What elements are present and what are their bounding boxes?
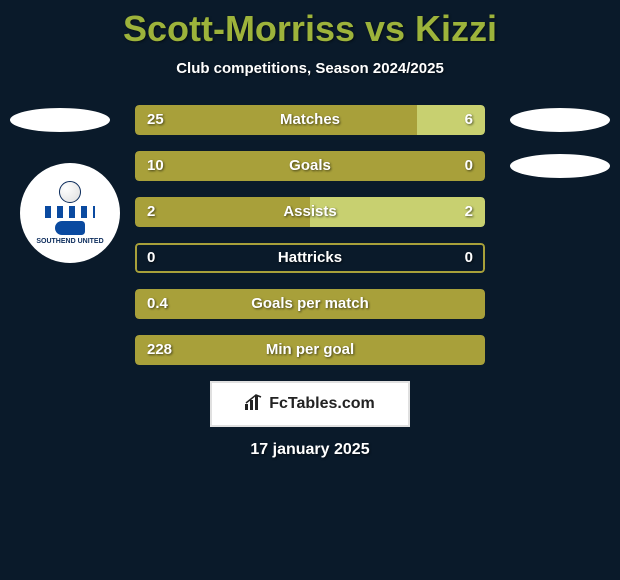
bar-track: 00Hattricks [135, 243, 485, 273]
player-left-badge [10, 108, 110, 132]
player-right-badge [510, 108, 610, 132]
stat-row: 256Matches [0, 105, 620, 135]
waves-icon [45, 206, 95, 218]
club-crest: SOUTHEND UNITED [20, 163, 120, 263]
comparison-chart: 256Matches 100Goals 22Assists 00Hattricks 0.… [0, 105, 620, 365]
stat-label: Matches [135, 105, 485, 135]
stat-label: Assists [135, 197, 485, 227]
stat-row: 0.4Goals per match [0, 289, 620, 319]
prawn-icon [55, 221, 85, 235]
stat-row: 228Min per goal [0, 335, 620, 365]
stat-label: Goals per match [135, 289, 485, 319]
bar-track: 228Min per goal [135, 335, 485, 365]
page-title: Scott-Morriss vs Kizzi [0, 0, 620, 50]
stat-label: Goals [135, 151, 485, 181]
date-label: 17 january 2025 [0, 441, 620, 459]
bar-chart-icon [245, 394, 263, 415]
crest-text: SOUTHEND UNITED [36, 238, 103, 245]
stat-label: Hattricks [135, 243, 485, 273]
bar-track: 0.4Goals per match [135, 289, 485, 319]
bar-track: 100Goals [135, 151, 485, 181]
football-icon [59, 181, 81, 203]
bar-track: 22Assists [135, 197, 485, 227]
brand-text: FcTables.com [269, 395, 375, 413]
stat-label: Min per goal [135, 335, 485, 365]
player-right-badge [510, 154, 610, 178]
subtitle: Club competitions, Season 2024/2025 [0, 60, 620, 77]
brand-badge[interactable]: FcTables.com [210, 381, 410, 427]
bar-track: 256Matches [135, 105, 485, 135]
